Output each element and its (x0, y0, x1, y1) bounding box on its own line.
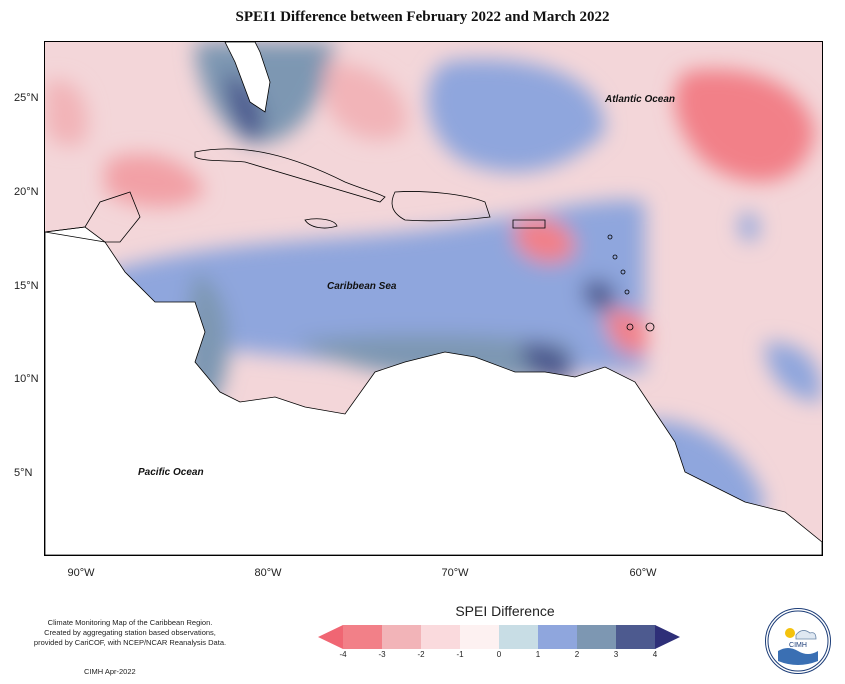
credit-text: Climate Monitoring Map of the Caribbean … (25, 618, 235, 648)
legend-tick: 0 (496, 650, 502, 659)
spei-map: Atlantic Ocean Caribbean Sea Pacific Oce… (44, 41, 823, 556)
legend-swatch (421, 625, 461, 649)
legend-tick: -3 (378, 650, 386, 659)
map-field (45, 42, 822, 555)
credit-date: CIMH Apr-2022 (84, 667, 136, 676)
legend-swatch (499, 625, 539, 649)
lat-20: 20°N (14, 186, 39, 198)
legend-swatch (616, 625, 656, 649)
lon-70: 70°W (441, 567, 469, 579)
credit-line-3: provided by CariCOF, with NCEP/NCAR Rean… (33, 638, 227, 647)
legend-tick: -2 (417, 650, 425, 659)
legend-tick: 4 (652, 650, 658, 659)
lat-15: 15°N (14, 280, 39, 292)
legend-swatch (460, 625, 500, 649)
legend-tick: -1 (456, 650, 464, 659)
atlantic-ocean-label: Atlantic Ocean (605, 94, 676, 105)
legend-left-arrow (318, 625, 343, 649)
logo-graphic: CIMH (767, 610, 829, 672)
lon-80: 80°W (254, 567, 282, 579)
legend-tick: 3 (613, 650, 619, 659)
pacific-ocean-label: Pacific Ocean (138, 467, 204, 478)
legend-swatch (382, 625, 422, 649)
map-title: SPEI1 Difference between February 2022 a… (235, 9, 610, 25)
legend-swatch (343, 625, 383, 649)
lon-90: 90°W (67, 567, 95, 579)
cimh-logo: CIMH (765, 608, 831, 674)
caribbean-sea-label: Caribbean Sea (327, 281, 397, 292)
lat-5: 5°N (14, 467, 33, 479)
legend-right-arrow (655, 625, 680, 649)
credit-line-2: Created by aggregating station based obs… (44, 628, 216, 637)
lon-60: 60°W (629, 567, 657, 579)
logo-text: CIMH (789, 642, 807, 649)
legend-swatch (577, 625, 617, 649)
legend-tick: 1 (535, 650, 541, 659)
credit-line-1: Climate Monitoring Map of the Caribbean … (47, 618, 213, 627)
color-legend (318, 625, 680, 649)
legend-swatch (538, 625, 578, 649)
legend-title: SPEI Difference (455, 603, 555, 619)
legend-tick: -4 (339, 650, 347, 659)
legend-tick: 2 (574, 650, 580, 659)
lat-10: 10°N (14, 373, 39, 385)
lat-25: 25°N (14, 92, 39, 104)
